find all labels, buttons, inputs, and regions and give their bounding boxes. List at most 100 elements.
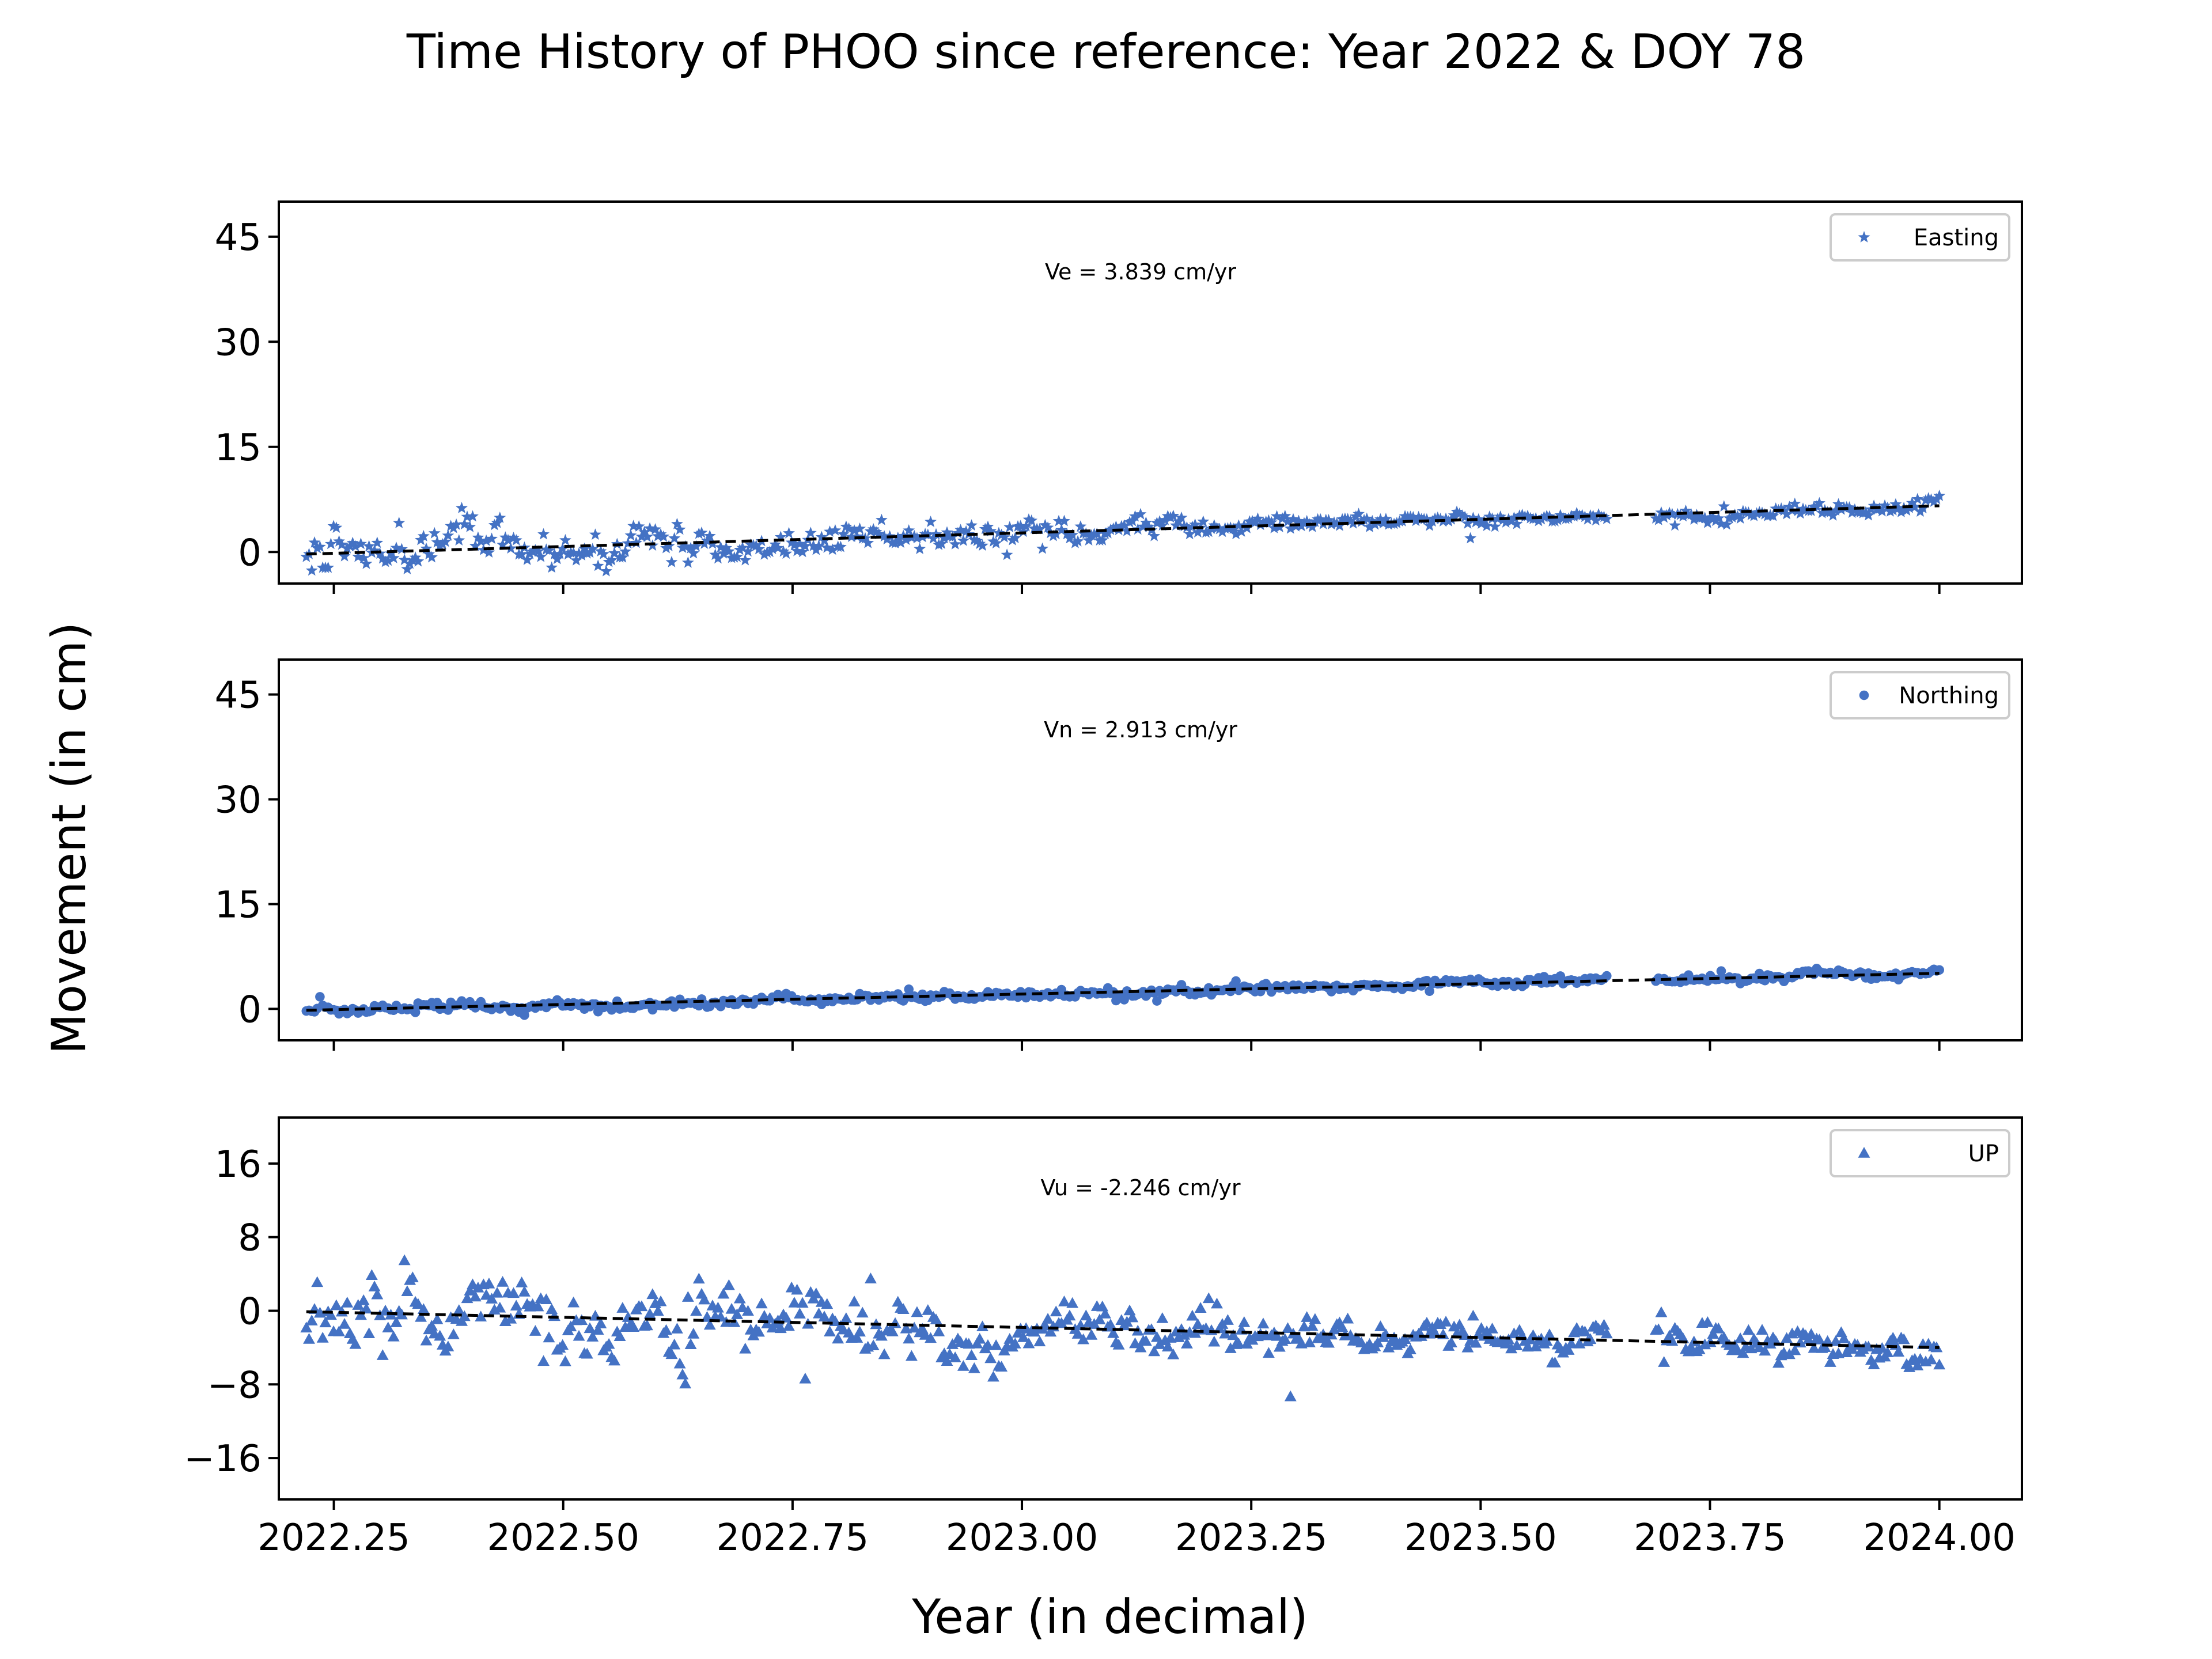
data-point bbox=[976, 1320, 988, 1332]
data-point bbox=[1066, 1297, 1079, 1308]
data-point bbox=[469, 539, 482, 551]
data-point bbox=[1712, 512, 1725, 524]
y-tick-label: 45 bbox=[215, 217, 262, 259]
data-point bbox=[483, 546, 495, 558]
data-point bbox=[867, 523, 880, 535]
data-point bbox=[1819, 1341, 1831, 1352]
data-point bbox=[1925, 493, 1937, 505]
data-point bbox=[439, 535, 452, 547]
data-point bbox=[1480, 520, 1493, 531]
data-point bbox=[895, 536, 907, 548]
trend-line bbox=[306, 1310, 1940, 1349]
data-point bbox=[829, 524, 842, 536]
data-point bbox=[603, 555, 615, 567]
data-point bbox=[434, 1330, 446, 1341]
data-point bbox=[821, 1298, 834, 1309]
data-point bbox=[1453, 507, 1466, 519]
data-point bbox=[573, 547, 585, 559]
y-tick-label: −16 bbox=[184, 1438, 262, 1480]
data-point bbox=[627, 1321, 640, 1332]
data-point bbox=[777, 545, 790, 557]
data-point bbox=[886, 1325, 899, 1336]
data-point bbox=[401, 1285, 414, 1296]
data-point bbox=[1813, 1334, 1825, 1344]
data-point bbox=[1906, 497, 1918, 509]
data-point bbox=[1150, 517, 1163, 528]
data-point bbox=[540, 1293, 552, 1304]
data-point bbox=[510, 1300, 522, 1311]
data-point bbox=[1666, 507, 1679, 520]
up-panel: −16 −8 0 8 16 2022.25 2022.50 2022.75 2023.00 202… bbox=[184, 1116, 2023, 1559]
data-point bbox=[1167, 1348, 1180, 1359]
data-point bbox=[431, 1313, 444, 1324]
data-point bbox=[1060, 528, 1073, 540]
legend-label: Easting bbox=[1914, 225, 1999, 251]
data-point bbox=[1916, 502, 1929, 514]
data-point bbox=[690, 540, 702, 552]
data-point bbox=[469, 1290, 482, 1302]
x-tick-label: 2023.75 bbox=[1634, 1517, 1786, 1559]
data-point bbox=[494, 512, 506, 523]
data-point bbox=[592, 559, 604, 571]
data-point bbox=[1892, 1346, 1905, 1357]
data-point bbox=[1843, 501, 1855, 513]
circle-icon bbox=[1859, 690, 1869, 700]
data-point bbox=[1074, 520, 1087, 532]
data-point bbox=[395, 1308, 408, 1320]
data-point bbox=[475, 1310, 487, 1322]
data-point bbox=[1592, 508, 1605, 520]
data-point bbox=[1306, 520, 1319, 532]
data-point bbox=[1071, 535, 1084, 547]
data-point bbox=[742, 545, 754, 557]
data-point bbox=[671, 517, 683, 529]
data-point bbox=[1194, 1302, 1207, 1313]
data-point bbox=[818, 1310, 831, 1322]
data-point bbox=[603, 1338, 615, 1349]
data-point bbox=[1434, 513, 1446, 524]
data-point bbox=[982, 520, 994, 532]
data-point bbox=[963, 1338, 975, 1349]
data-point bbox=[851, 1332, 863, 1343]
data-point bbox=[357, 552, 370, 563]
data-point bbox=[1099, 1308, 1111, 1319]
data-point bbox=[1824, 506, 1836, 518]
data-point bbox=[1208, 1335, 1221, 1347]
data-point bbox=[1221, 1314, 1234, 1325]
data-point bbox=[750, 539, 763, 551]
y-tick-label: 16 bbox=[215, 1143, 262, 1186]
data-point bbox=[1576, 509, 1589, 521]
data-point bbox=[1303, 1336, 1316, 1347]
data-point bbox=[1109, 520, 1122, 532]
data-point bbox=[368, 544, 381, 556]
legend-label: Northing bbox=[1899, 683, 1999, 709]
data-point bbox=[1652, 513, 1665, 525]
data-point bbox=[486, 1293, 498, 1304]
data-point bbox=[447, 1328, 460, 1339]
data-point bbox=[1701, 516, 1714, 528]
data-point bbox=[431, 536, 444, 548]
data-point bbox=[960, 525, 972, 537]
data-point bbox=[660, 1324, 672, 1335]
data-point bbox=[1148, 529, 1161, 541]
data-point bbox=[747, 1329, 760, 1340]
legend-box bbox=[1830, 1129, 2010, 1177]
data-point bbox=[1134, 1341, 1147, 1353]
data-point bbox=[1020, 520, 1032, 532]
data-point bbox=[497, 1276, 509, 1287]
data-point bbox=[1334, 519, 1346, 531]
y-tick-label: 30 bbox=[215, 321, 262, 364]
data-point bbox=[938, 532, 950, 544]
data-point bbox=[1216, 1318, 1229, 1329]
data-point bbox=[376, 552, 389, 564]
data-point bbox=[1897, 1333, 1910, 1344]
data-point bbox=[316, 1332, 329, 1343]
data-point bbox=[752, 543, 765, 555]
data-point bbox=[1862, 1340, 1875, 1352]
data-point bbox=[684, 1338, 697, 1350]
data-point bbox=[594, 1317, 607, 1328]
data-point bbox=[793, 537, 806, 550]
data-point bbox=[346, 536, 359, 548]
data-point bbox=[1554, 509, 1567, 521]
data-point bbox=[592, 1324, 604, 1335]
data-point bbox=[692, 1272, 705, 1284]
